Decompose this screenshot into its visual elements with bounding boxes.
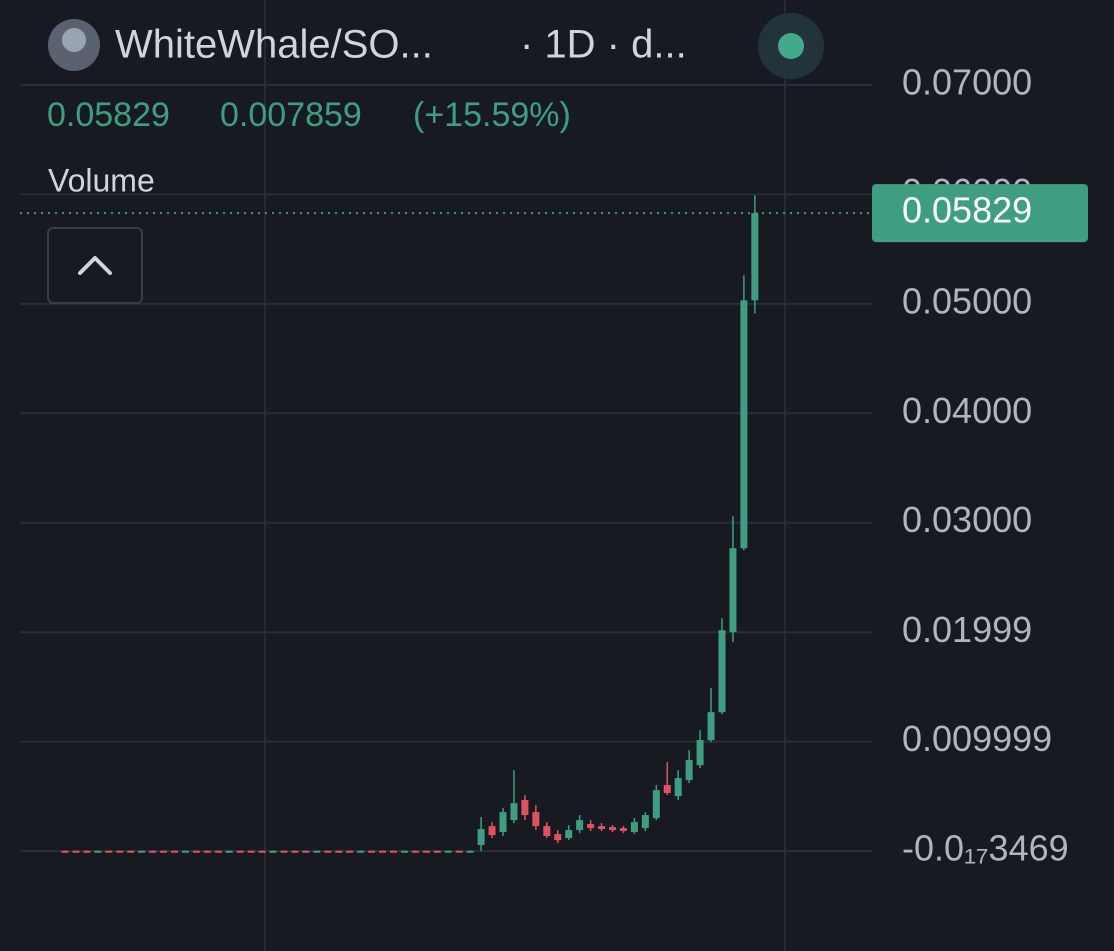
candle-body (181, 850, 189, 853)
candle-body (674, 778, 682, 797)
candle-body (587, 824, 595, 829)
candle-body (751, 213, 759, 301)
candle-body (203, 850, 211, 853)
candle-body (269, 850, 277, 853)
symbol-title[interactable]: WhiteWhale/SO... (115, 23, 433, 67)
candle-body (411, 850, 419, 853)
candle-body (477, 829, 485, 846)
volume-label: Volume (48, 162, 155, 198)
candle-body (138, 850, 146, 853)
candle-body (357, 850, 365, 853)
last-price: 0.05829 (47, 96, 170, 134)
chevron-up (78, 256, 112, 275)
candle-body (247, 850, 255, 853)
candle-body (61, 850, 69, 853)
change: 0.007859 (220, 96, 362, 134)
candle-body (630, 822, 638, 833)
candle-body (335, 850, 343, 853)
candle-body (291, 850, 299, 853)
candle-body (532, 812, 540, 827)
candle-body (543, 826, 551, 837)
candles (20, 195, 872, 853)
candle-body (72, 850, 80, 853)
candle-body (696, 740, 704, 766)
candle-body (652, 790, 660, 819)
candle-body (105, 850, 113, 853)
collapse-button[interactable] (47, 227, 143, 304)
price-tag: 0.05829 (872, 184, 1088, 243)
candle-body (422, 850, 430, 853)
token-icon-detail (62, 28, 86, 52)
y-tick-label: 0.03000 (902, 499, 1032, 540)
candle-body (258, 850, 266, 853)
candle-body (740, 300, 748, 549)
candle-body (116, 850, 124, 853)
candle-body (214, 850, 222, 853)
y-tick-label: 0.04000 (902, 390, 1032, 431)
y-tick-label: -0.0₁₇3469 (902, 828, 1069, 869)
price-tag-label: 0.05829 (902, 190, 1032, 231)
candle-body (346, 850, 354, 853)
candle-body (280, 850, 288, 853)
candle-body (488, 826, 496, 836)
candle-body (521, 800, 529, 816)
candle-body (576, 820, 584, 831)
candle-body (83, 850, 91, 853)
candle-body (171, 850, 178, 853)
candle-body (685, 760, 693, 781)
candle-body (455, 850, 463, 853)
candle-body (598, 826, 606, 830)
candle-body (707, 712, 715, 741)
candle-body (379, 850, 387, 853)
candle-body (127, 850, 135, 853)
y-tick-label: 0.009999 (902, 718, 1052, 759)
candle-body (149, 850, 157, 853)
change-pct: (+15.59%) (413, 96, 571, 134)
candle-body (368, 850, 376, 853)
candle-body (619, 828, 627, 832)
candle-body (302, 850, 310, 853)
candle-body (313, 850, 321, 853)
candle-body (499, 812, 507, 833)
y-tick-label: 0.07000 (902, 61, 1032, 102)
interval[interactable]: · 1D · d... (520, 23, 687, 67)
candle-body (466, 850, 474, 853)
candle-body (554, 834, 562, 841)
candle-body (160, 850, 168, 853)
y-tick-label: 0.05000 (902, 280, 1032, 321)
candle-body (236, 850, 244, 853)
candle-body (718, 630, 726, 713)
y-tick-label: 0.01999 (902, 609, 1032, 650)
candle-body (192, 850, 200, 853)
candle-body (225, 850, 233, 853)
candle-body (324, 850, 332, 853)
candle-body (94, 850, 102, 853)
candle-body (663, 785, 671, 794)
candle-body (390, 850, 397, 853)
candle-body (433, 850, 441, 853)
grid (20, 83, 872, 853)
candle-body (510, 803, 518, 821)
candle-body (444, 850, 452, 853)
candle-body (400, 850, 408, 853)
status-dot (778, 33, 804, 59)
candle-body (609, 827, 616, 831)
candle-body (565, 830, 573, 839)
price-tag-box (872, 184, 1088, 243)
candle-body (641, 815, 649, 829)
candle-body (729, 548, 737, 633)
